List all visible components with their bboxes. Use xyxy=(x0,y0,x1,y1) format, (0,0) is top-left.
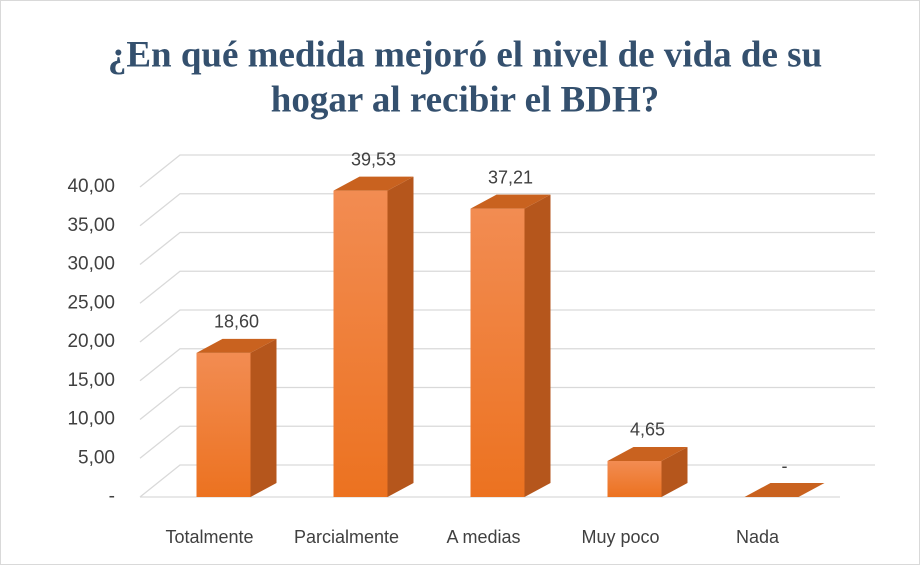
bar xyxy=(333,190,388,497)
y-tick-label: 20,00 xyxy=(67,331,115,352)
bar xyxy=(196,352,251,497)
value-label: - xyxy=(782,456,788,476)
bar-top xyxy=(196,338,277,353)
grid-line xyxy=(139,348,875,382)
bar xyxy=(470,208,525,497)
value-label: 18,60 xyxy=(214,312,259,332)
x-tick-label: Parcialmente xyxy=(294,527,399,547)
bar-top xyxy=(470,194,551,209)
grid-line xyxy=(139,386,875,421)
y-tick-label: 5,00 xyxy=(78,447,115,468)
value-label: 37,21 xyxy=(488,167,533,187)
bar-top xyxy=(744,483,825,497)
grid-line xyxy=(139,309,875,343)
bar-top xyxy=(607,446,688,461)
chart-title: ¿En qué medida mejoró el nivel de vida d… xyxy=(108,34,822,75)
grid-line xyxy=(139,425,875,459)
grid-line xyxy=(139,193,875,227)
value-label: 4,65 xyxy=(630,420,665,440)
bar xyxy=(607,460,662,497)
grid-line xyxy=(139,154,875,188)
chart-title: hogar al recibir el BDH? xyxy=(271,79,659,120)
y-tick-label: 15,00 xyxy=(67,370,115,391)
x-tick-label: A medias xyxy=(446,527,520,547)
value-label: 39,53 xyxy=(351,149,396,169)
y-tick-label: 35,00 xyxy=(67,215,115,236)
bar-side xyxy=(250,338,277,497)
y-tick-label: - xyxy=(109,486,115,507)
bar-side xyxy=(661,446,688,497)
x-tick-label: Muy poco xyxy=(581,527,659,547)
y-tick-label: 30,00 xyxy=(67,254,115,275)
y-tick-label: 10,00 xyxy=(67,409,115,430)
grid-line xyxy=(139,231,875,266)
bar-top xyxy=(333,176,414,191)
grid-line xyxy=(139,270,875,304)
x-tick-label: Nada xyxy=(736,527,780,547)
x-tick-label: Totalmente xyxy=(165,527,253,547)
y-tick-label: 40,00 xyxy=(67,176,115,197)
y-tick-label: 25,00 xyxy=(67,292,115,313)
bar-side xyxy=(387,176,414,497)
bar-side xyxy=(524,194,551,497)
